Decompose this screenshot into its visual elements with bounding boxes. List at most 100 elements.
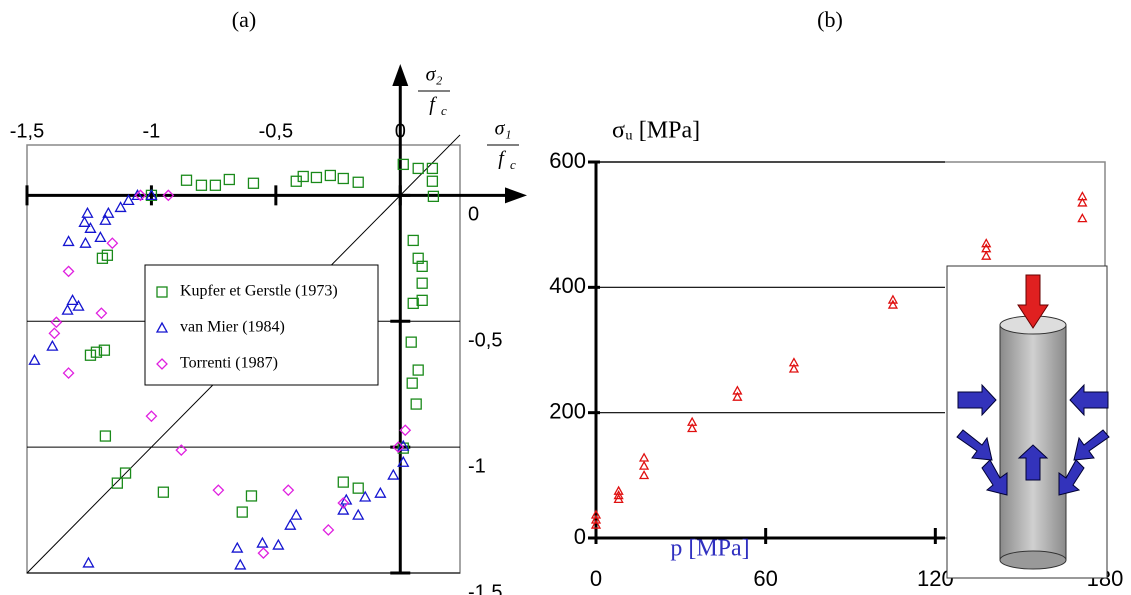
marker	[397, 455, 410, 467]
marker	[114, 201, 127, 213]
y-tick-label: 400	[549, 273, 586, 298]
marker	[82, 556, 95, 568]
marker	[981, 250, 992, 260]
marker	[297, 170, 309, 183]
marker	[374, 486, 387, 498]
marker	[405, 336, 417, 348]
x-tick-label: -0,5	[259, 120, 293, 142]
marker	[426, 162, 439, 175]
marker	[46, 339, 59, 351]
marker	[247, 177, 260, 189]
panel-title: (b)	[817, 7, 843, 32]
y-tick-label: 200	[549, 398, 586, 423]
marker	[231, 541, 244, 553]
legend-label: Kupfer et Gerstle (1973)	[180, 283, 338, 300]
y-tick-label: -1	[468, 455, 486, 477]
label-subscript: c	[441, 103, 447, 118]
marker	[416, 294, 428, 306]
marker	[352, 176, 364, 188]
marker	[61, 303, 74, 315]
marker	[613, 490, 624, 500]
marker	[887, 294, 899, 304]
marker	[66, 294, 79, 305]
marker	[324, 169, 336, 182]
x-axis-label: p [MPa]	[670, 536, 749, 562]
marker	[427, 190, 440, 203]
marker	[96, 252, 109, 264]
marker	[134, 189, 147, 202]
marker	[195, 179, 208, 191]
marker	[337, 497, 350, 509]
marker	[426, 175, 439, 187]
y-tick-label: -1,5	[468, 581, 502, 595]
label-numerator: σ₂	[426, 64, 443, 86]
marker	[48, 327, 61, 340]
marker	[416, 277, 428, 289]
legend	[144, 264, 379, 386]
marker	[412, 162, 424, 175]
y-tick-label: 600	[549, 148, 586, 173]
marker	[156, 358, 168, 370]
marker	[50, 316, 63, 329]
marker	[245, 490, 258, 502]
marker	[111, 477, 123, 489]
marker	[79, 236, 92, 248]
legend-label: Torrenti (1987)	[180, 355, 278, 372]
marker	[102, 206, 115, 218]
marker	[887, 299, 899, 309]
marker	[352, 508, 365, 520]
marker	[407, 297, 419, 310]
marker	[590, 519, 602, 529]
marker	[638, 460, 650, 470]
marker	[94, 231, 107, 243]
marker	[257, 547, 270, 560]
y-axis-arrow	[392, 64, 409, 86]
marker	[62, 367, 75, 380]
marker	[392, 441, 405, 454]
marker	[337, 172, 349, 185]
marker	[687, 422, 698, 433]
y-tick-label: 0	[574, 524, 586, 549]
legend-box	[144, 264, 379, 386]
marker	[406, 377, 418, 389]
marker	[337, 503, 350, 515]
marker	[613, 493, 624, 503]
marker	[95, 307, 108, 320]
marker	[175, 444, 188, 457]
label-denominator: f	[498, 148, 506, 170]
marker	[272, 538, 285, 550]
x-tick-label: -1,5	[10, 120, 44, 142]
marker	[407, 234, 419, 247]
marker	[81, 206, 94, 218]
marker	[412, 364, 424, 376]
label-subscript: c	[510, 157, 516, 172]
marker	[638, 452, 650, 462]
marker	[62, 235, 75, 247]
marker	[90, 346, 103, 358]
marker	[352, 482, 364, 494]
marker	[359, 490, 372, 502]
x-tick-label: 0	[395, 120, 406, 142]
marker	[78, 215, 91, 227]
marker	[788, 363, 800, 373]
marker	[122, 194, 135, 206]
marker	[410, 398, 422, 410]
marker	[84, 221, 97, 233]
marker	[98, 344, 111, 356]
x-tick-label: 0	[590, 566, 602, 591]
marker	[156, 286, 168, 298]
marker	[119, 467, 132, 479]
marker	[62, 265, 75, 278]
marker	[162, 189, 175, 202]
panel-title: (a)	[232, 7, 256, 32]
marker	[145, 410, 158, 423]
marker	[340, 493, 353, 505]
marker	[223, 173, 235, 186]
marker	[397, 158, 409, 171]
marker	[131, 189, 144, 201]
marker	[1077, 197, 1088, 207]
y-axis-label: σᵤ [MPa]	[612, 118, 700, 144]
marker	[590, 514, 602, 524]
marker	[99, 213, 112, 225]
